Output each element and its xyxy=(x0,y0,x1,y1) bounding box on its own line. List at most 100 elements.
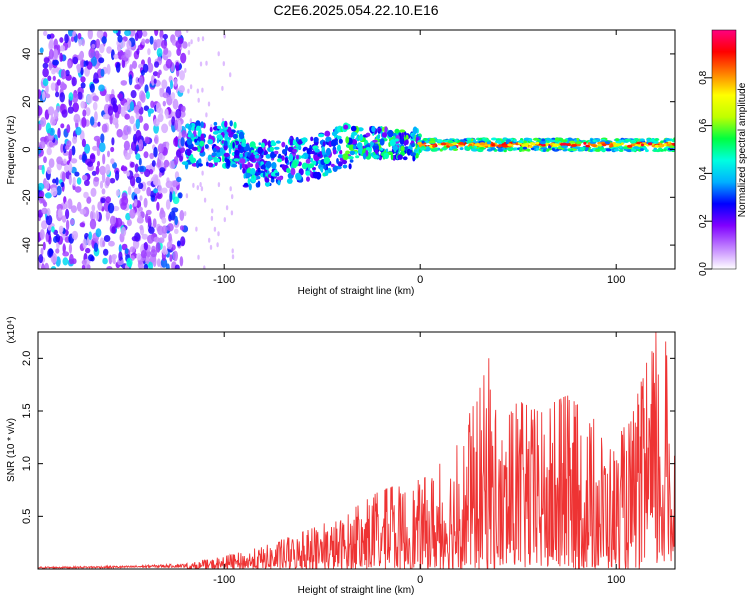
spectrogram-cell xyxy=(645,149,649,153)
spectrogram-cell xyxy=(40,117,47,127)
spectrogram-cell xyxy=(91,170,97,176)
spectrogram-cell xyxy=(389,139,396,147)
spectrogram-cell xyxy=(356,142,363,150)
spectrogram-cell xyxy=(95,165,100,175)
spectrogram-cell xyxy=(286,178,293,184)
spectrogram-cell xyxy=(88,254,94,262)
spectrogram-cell xyxy=(215,151,222,158)
spectrogram-cell xyxy=(108,240,115,247)
spectrogram-cell xyxy=(210,215,214,221)
spectrogram-cell xyxy=(223,140,228,147)
spectrogram-cell xyxy=(217,51,220,57)
spectrogram-cell xyxy=(495,140,502,144)
spectrogram-cell xyxy=(173,156,179,166)
spectrogram-cell xyxy=(96,147,101,157)
spectrogram-cell xyxy=(196,185,199,191)
spectrogram-cell xyxy=(523,137,531,141)
spectrogram-cell xyxy=(592,139,597,143)
spectrogram-cell xyxy=(45,233,49,243)
spectrogram-cell xyxy=(124,152,131,160)
spectrogram-cell xyxy=(467,140,472,144)
spectrogram-cell xyxy=(154,134,159,145)
spectrogram-cell xyxy=(136,253,142,261)
spectrogram-cell xyxy=(77,32,82,40)
spectrogram-cell xyxy=(111,137,115,146)
spectrogram-cell xyxy=(239,153,244,157)
spectrogram-cell xyxy=(52,178,57,184)
snr-x-tick-label: 100 xyxy=(607,574,625,586)
spectrogram-cell xyxy=(541,143,546,147)
spectrogram-cell xyxy=(529,142,536,146)
spectrogram-cell xyxy=(100,197,106,204)
spectrogram-cell xyxy=(539,141,546,145)
spectrogram-cell xyxy=(41,164,45,175)
spectrogram-cell xyxy=(422,138,428,141)
spectrogram-cell xyxy=(314,147,318,153)
spectrogram-cell xyxy=(64,201,69,210)
spectrogram-cell xyxy=(507,147,514,151)
spectrogram-cell xyxy=(412,126,418,135)
spectrogram-cell xyxy=(390,153,394,161)
spectrogram-cell xyxy=(123,140,130,151)
spectrogram-cell xyxy=(120,226,127,237)
spectrogram-cell xyxy=(59,37,64,43)
spectrogram-cell xyxy=(452,142,457,146)
spectrogram-cell xyxy=(118,251,123,261)
spectrogram-cell xyxy=(107,202,115,214)
spectrogram-cell xyxy=(53,109,59,120)
spectrogram-cell xyxy=(352,145,357,150)
spectrogram-cell xyxy=(109,215,116,226)
spectrogram-cell xyxy=(217,125,222,129)
spectrogram-cell xyxy=(207,139,213,145)
spectrogram-cell xyxy=(82,175,88,181)
snr-x-label: Height of straight line (km) xyxy=(298,585,415,596)
spectrogram-cell xyxy=(205,112,208,118)
spectrogram-cell xyxy=(197,36,200,42)
spectrogram-cell xyxy=(470,148,477,152)
spectrogram-cell xyxy=(261,164,266,170)
spectrogram-cell xyxy=(224,120,228,128)
spectrogram-cell xyxy=(129,175,136,187)
spectrogram-cell xyxy=(545,137,552,141)
spectrogram-cell xyxy=(426,147,431,151)
spectrogram-cell xyxy=(295,172,302,180)
spectrogram-cell xyxy=(68,243,72,254)
snr-y-tick-label: 1.0 xyxy=(21,456,33,471)
spectrogram-cell xyxy=(152,71,159,77)
spectrogram-cell xyxy=(437,139,443,143)
spectrogram-cell xyxy=(161,187,168,194)
spectrogram-cell xyxy=(199,182,202,187)
spectrogram-cell xyxy=(87,30,93,40)
spectrogram-cell xyxy=(137,211,141,218)
spectrogram-cell xyxy=(76,63,81,74)
spectrogram-cell xyxy=(102,153,106,165)
spectrogram-cell xyxy=(84,143,91,154)
spectrogram-cell xyxy=(142,63,149,73)
spectrogram-cell xyxy=(657,144,665,148)
spectrogram-cell xyxy=(198,158,202,165)
spectrogram-cell xyxy=(98,84,105,92)
spectrogram-cell xyxy=(156,258,161,267)
spectrogram-cell xyxy=(48,248,54,257)
spectrogram-cell xyxy=(115,62,121,73)
spectrogram-cell xyxy=(200,121,204,128)
spectrogram-cell xyxy=(372,154,379,159)
spectrogram-cell xyxy=(160,207,164,215)
spectrogram-cell xyxy=(117,93,123,99)
colorbar-tick-label: 0.8 xyxy=(698,70,709,84)
spectrogram-cell xyxy=(631,140,635,144)
spectrogram-cell xyxy=(43,201,48,208)
spectrogram-cell xyxy=(90,187,97,197)
spectrogram-cell xyxy=(101,123,108,133)
spectrogram-cell xyxy=(200,186,204,192)
spectrogram-cell xyxy=(78,51,84,61)
spectrogram-cell xyxy=(144,136,150,144)
spectrogram-cell xyxy=(72,56,79,65)
spectrogram-cell xyxy=(179,256,184,267)
spectrogram-cell xyxy=(597,146,605,150)
spectrogram-cell xyxy=(412,133,416,139)
spectrogram-cell xyxy=(49,38,54,49)
spectrogram-cell xyxy=(161,79,168,89)
spectrogram-cell xyxy=(201,170,204,176)
spectrogram-cell xyxy=(305,170,311,176)
